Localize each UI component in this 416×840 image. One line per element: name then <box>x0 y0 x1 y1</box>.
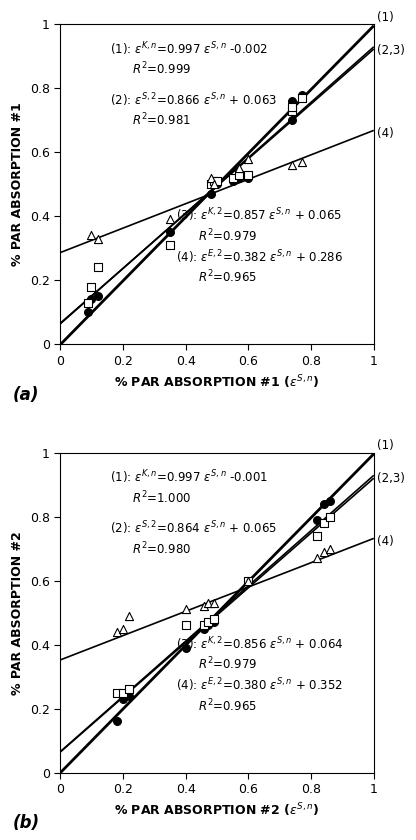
Text: $R^2$=0.979: $R^2$=0.979 <box>198 228 258 244</box>
Text: (b): (b) <box>13 814 40 832</box>
Point <box>88 228 95 242</box>
Text: $R^2$=1.000: $R^2$=1.000 <box>132 490 191 506</box>
Point <box>204 619 211 633</box>
Point <box>113 715 120 728</box>
Point <box>235 168 242 181</box>
Point <box>210 596 217 610</box>
Point <box>245 171 252 185</box>
Text: (4): (4) <box>377 535 394 548</box>
Point <box>245 574 252 587</box>
Text: (4): (4) <box>377 127 394 140</box>
Point <box>320 497 327 511</box>
Point <box>85 306 92 319</box>
Point <box>213 177 220 191</box>
Text: $R^2$=0.999: $R^2$=0.999 <box>132 61 191 77</box>
Y-axis label: % PAR ABSORPTION #2: % PAR ABSORPTION #2 <box>11 531 24 695</box>
Point <box>298 91 305 104</box>
Point <box>245 574 252 587</box>
Point <box>119 686 126 700</box>
Point <box>298 155 305 169</box>
Point <box>210 177 217 191</box>
Point <box>314 552 321 565</box>
Text: $R^2$=0.981: $R^2$=0.981 <box>132 112 191 129</box>
Point <box>289 101 295 114</box>
Point <box>289 104 295 118</box>
X-axis label: % PAR ABSORPTION #2 ($\varepsilon^{S,n}$): % PAR ABSORPTION #2 ($\varepsilon^{S,n}$… <box>114 801 319 819</box>
Text: $R^2$=0.979: $R^2$=0.979 <box>198 656 258 673</box>
Point <box>327 494 333 507</box>
Point <box>126 683 132 696</box>
Point <box>210 616 217 629</box>
Point <box>229 171 236 185</box>
Point <box>245 152 252 165</box>
Text: $R^2$=0.965: $R^2$=0.965 <box>198 697 257 714</box>
Point <box>201 622 208 635</box>
Point <box>126 689 132 702</box>
Text: (a): (a) <box>13 386 40 404</box>
Point <box>94 232 101 245</box>
Text: (4): $\varepsilon^{E,2}$=0.380 $\varepsilon^{S,n}$ + 0.352: (4): $\varepsilon^{E,2}$=0.380 $\varepsi… <box>176 677 343 694</box>
Point <box>327 510 333 523</box>
Point <box>126 609 132 622</box>
Point <box>235 171 242 185</box>
Text: (3): $\varepsilon^{K,2}$=0.856 $\varepsilon^{S,n}$ + 0.064: (3): $\varepsilon^{K,2}$=0.856 $\varepsi… <box>176 635 344 653</box>
Point <box>94 260 101 274</box>
Text: (1): $\varepsilon^{K,n}$=0.997 $\varepsilon^{S,n}$ -0.002: (1): $\varepsilon^{K,n}$=0.997 $\varepsi… <box>110 40 268 58</box>
Text: (2,3): (2,3) <box>377 472 405 485</box>
Text: (1): (1) <box>377 439 394 452</box>
Point <box>320 545 327 559</box>
Point <box>245 574 252 587</box>
Point <box>298 88 305 102</box>
Text: (4): $\varepsilon^{E,2}$=0.382 $\varepsilon^{S,n}$ + 0.286: (4): $\varepsilon^{E,2}$=0.382 $\varepsi… <box>176 248 343 265</box>
Point <box>210 174 217 187</box>
Point <box>235 161 242 175</box>
Point <box>210 177 217 191</box>
Point <box>166 225 173 239</box>
Point <box>166 213 173 226</box>
Point <box>182 603 189 617</box>
Point <box>289 158 295 171</box>
Text: $R^2$=0.980: $R^2$=0.980 <box>132 541 191 557</box>
Text: (2): $\varepsilon^{S,2}$=0.866 $\varepsilon^{S,n}$ + 0.063: (2): $\varepsilon^{S,2}$=0.866 $\varepsi… <box>110 92 277 109</box>
Point <box>204 596 211 610</box>
X-axis label: % PAR ABSORPTION #1 ($\varepsilon^{S,n}$): % PAR ABSORPTION #1 ($\varepsilon^{S,n}$… <box>114 373 319 391</box>
Point <box>289 94 295 108</box>
Text: $R^2$=0.965: $R^2$=0.965 <box>198 269 257 286</box>
Point <box>314 529 321 543</box>
Point <box>314 513 321 527</box>
Point <box>201 619 208 633</box>
Point <box>88 292 95 306</box>
Point <box>166 239 173 252</box>
Point <box>113 686 120 700</box>
Point <box>210 612 217 626</box>
Point <box>289 113 295 127</box>
Text: (1): (1) <box>377 11 394 24</box>
Text: (1): $\varepsilon^{K,n}$=0.997 $\varepsilon^{S,n}$ -0.001: (1): $\varepsilon^{K,n}$=0.997 $\varepsi… <box>110 469 268 486</box>
Point <box>88 280 95 293</box>
Point <box>94 290 101 303</box>
Point <box>213 174 220 187</box>
Point <box>327 542 333 555</box>
Point <box>207 171 214 185</box>
Text: (2,3): (2,3) <box>377 44 405 56</box>
Point <box>85 296 92 309</box>
Point <box>119 622 126 635</box>
Y-axis label: % PAR ABSORPTION #1: % PAR ABSORPTION #1 <box>11 102 24 266</box>
Point <box>320 517 327 530</box>
Point <box>229 174 236 187</box>
Point <box>182 641 189 654</box>
Point <box>204 616 211 629</box>
Text: (3): $\varepsilon^{K,2}$=0.857 $\varepsilon^{S,n}$ + 0.065: (3): $\varepsilon^{K,2}$=0.857 $\varepsi… <box>176 207 342 224</box>
Point <box>119 692 126 706</box>
Point <box>207 187 214 201</box>
Point <box>201 600 208 613</box>
Point <box>182 619 189 633</box>
Point <box>207 177 214 191</box>
Text: (2): $\varepsilon^{S,2}$=0.864 $\varepsilon^{S,n}$ + 0.065: (2): $\varepsilon^{S,2}$=0.864 $\varepsi… <box>110 520 277 538</box>
Point <box>245 168 252 181</box>
Point <box>113 625 120 638</box>
